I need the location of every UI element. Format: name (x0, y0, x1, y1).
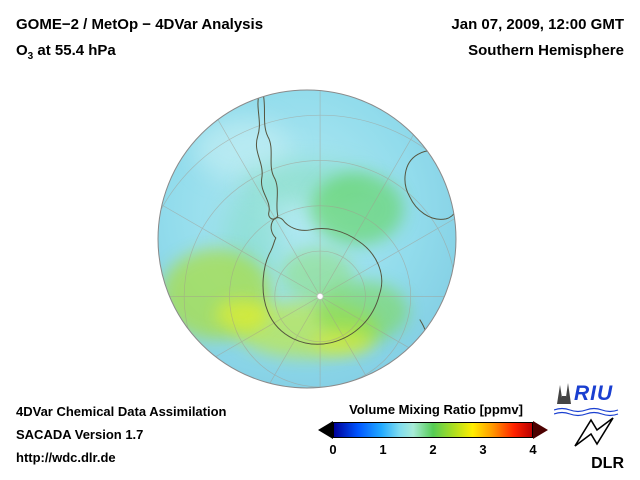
riu-waves-icon (553, 407, 619, 417)
url-label: http://wdc.dlr.de (16, 450, 116, 465)
assimilation-label: 4DVar Chemical Data Assimilation (16, 404, 227, 419)
colorbar-title: Volume Mixing Ratio [ppmv] (349, 402, 523, 417)
colorbar-gradient (333, 422, 533, 438)
globe-edge (157, 89, 457, 389)
colorbar: Volume Mixing Ratio [ppmv] 0 1 2 3 4 (318, 402, 554, 458)
tick-4: 4 (529, 442, 537, 457)
species-symbol: O (16, 42, 28, 59)
dlr-emblem-icon (574, 417, 614, 447)
header-left: GOME−2 / MetOp − 4DVar Analysis O3 at 55… (16, 12, 263, 70)
riu-cathedral-icon (557, 383, 571, 404)
colorbar-ticks: 0 1 2 3 4 (329, 442, 537, 458)
tick-3: 3 (479, 442, 487, 457)
species-level-title: O3 at 55.4 hPa (16, 38, 263, 70)
version-label: SACADA Version 1.7 (16, 427, 144, 442)
tick-2: 2 (429, 442, 437, 457)
globe-map (156, 88, 458, 390)
analysis-title: GOME−2 / MetOp − 4DVar Analysis (16, 16, 264, 33)
globe-svg (157, 89, 457, 389)
header-right: Jan 07, 2009, 12:00 GMT Southern Hemisph… (451, 12, 624, 64)
colorbar-overflow-arrow (533, 421, 548, 439)
pole-marker (316, 292, 324, 300)
hemisphere-label: Southern Hemisphere (468, 42, 624, 59)
pressure-level: at 55.4 hPa (33, 42, 116, 59)
species-subscript: 3 (27, 51, 34, 62)
dlr-logo: DLR (562, 416, 626, 473)
riu-logo: RIU (553, 382, 626, 422)
colorbar-underflow-arrow (318, 421, 333, 439)
tick-0: 0 (329, 442, 337, 457)
datetime-label: Jan 07, 2009, 12:00 GMT (451, 16, 624, 33)
tick-1: 1 (379, 442, 387, 457)
riu-logo-text: RIU (574, 382, 614, 405)
footer-credits: 4DVar Chemical Data Assimilation SACADA … (16, 400, 227, 469)
colorbar-bar-row (318, 421, 554, 439)
dlr-logo-text: DLR (591, 455, 624, 472)
